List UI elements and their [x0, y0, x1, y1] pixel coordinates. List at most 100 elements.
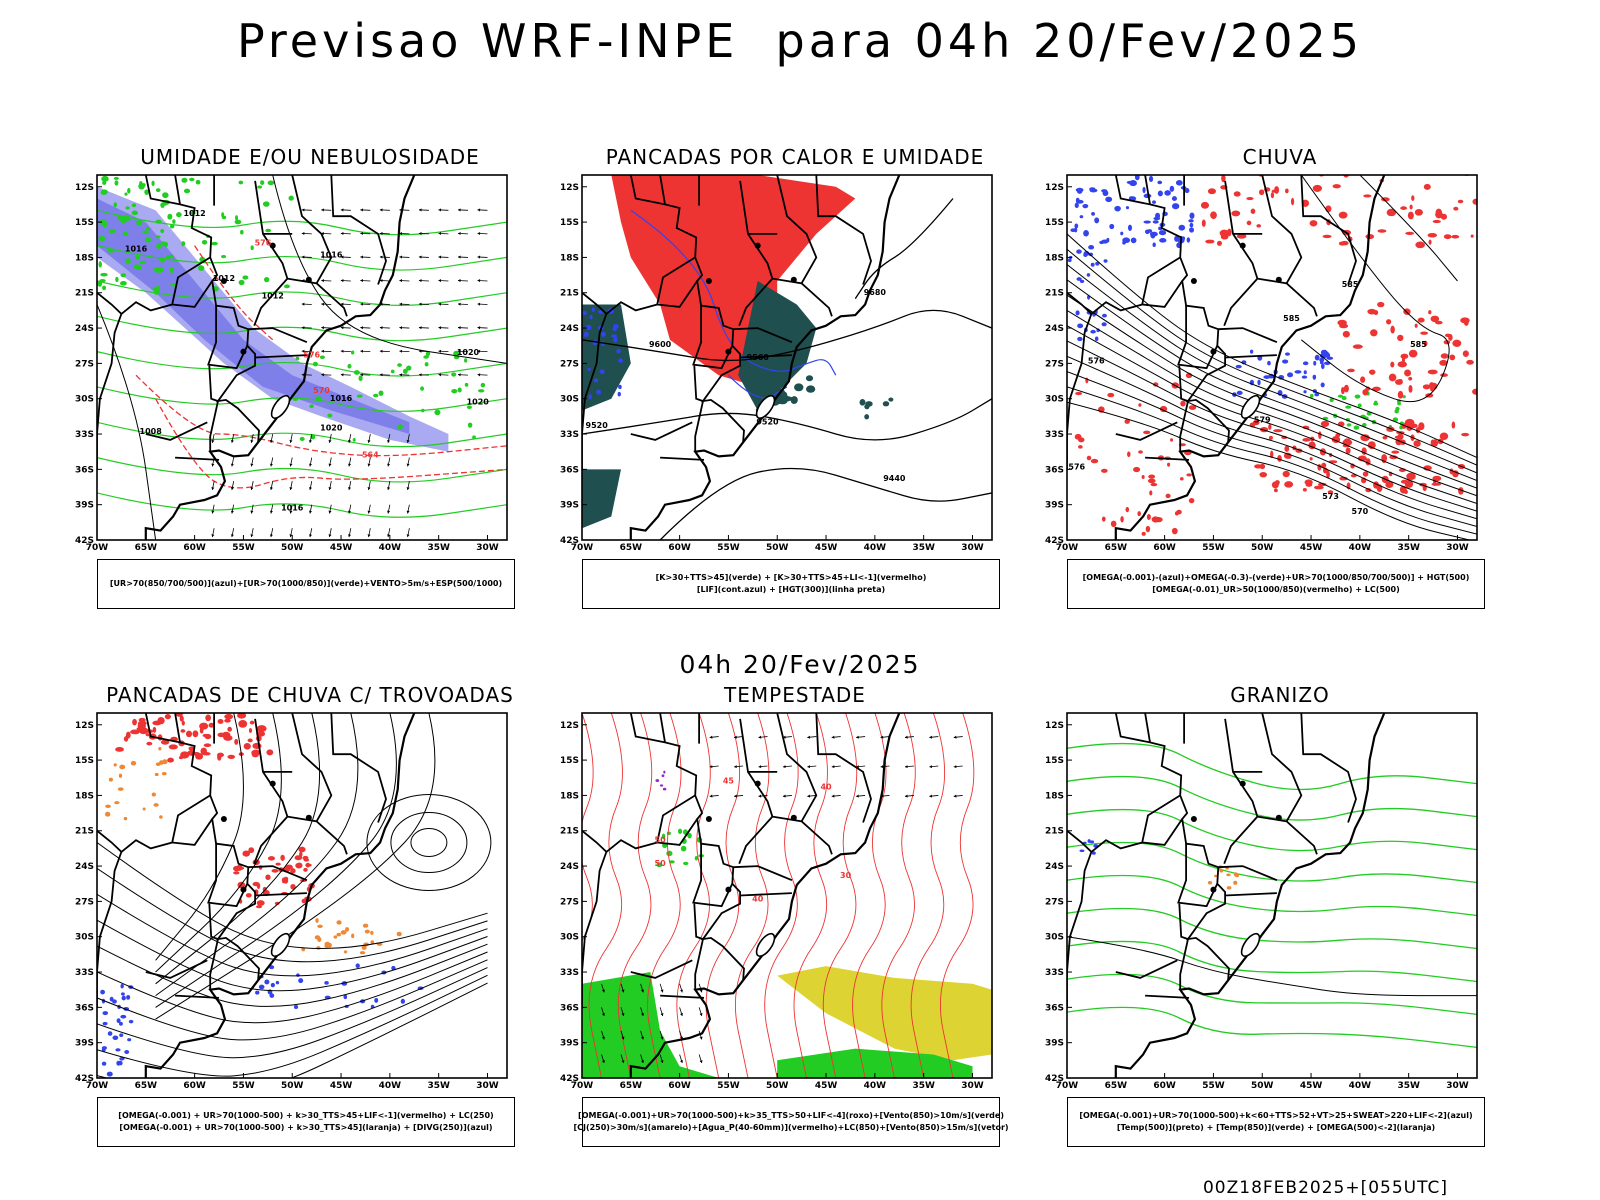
legend-line: [LIF](cont.azul) + [HGT(300)](linha pret… [696, 585, 886, 594]
rain-red [1472, 388, 1477, 395]
omega-blue [1086, 273, 1091, 277]
omega-blue [1169, 185, 1175, 192]
lat-tick-label: 12S [1045, 183, 1064, 193]
lat-tick-label: 36S [75, 465, 94, 475]
rain-red [1423, 465, 1432, 471]
lat-tick-label: 33S [560, 968, 579, 978]
divg-blue [293, 1005, 299, 1009]
streamline [97, 951, 488, 1024]
panel-title: PANCADAS DE CHUVA C/ TROVOADAS [106, 683, 514, 707]
rain-red [1210, 211, 1217, 220]
green-humidity [160, 228, 165, 234]
green-humidity [172, 219, 176, 224]
lat-tick-label: 30S [560, 933, 579, 943]
wind-vector-head [230, 440, 234, 443]
contour-label: 1020 [467, 398, 490, 407]
green-humidity [295, 356, 300, 361]
omega-blue [1074, 202, 1079, 209]
lon-tick-label: 45W [1300, 543, 1323, 553]
storm-orange [324, 941, 330, 947]
storm-orange [370, 930, 374, 935]
rain-red [1086, 455, 1092, 461]
lon-tick-label: 35W [1397, 543, 1420, 553]
lat-tick-label: 27S [560, 897, 579, 907]
wind-vector-head [399, 302, 403, 306]
wind-vector-head [457, 349, 461, 353]
storm-orange [113, 763, 117, 767]
lon-tick-label: 50W [1251, 543, 1274, 553]
storm-orange [117, 787, 124, 791]
severe-purple [655, 779, 660, 783]
contour-label: 1016 [281, 504, 304, 513]
storm-orange [396, 931, 402, 937]
rain-red [1188, 497, 1195, 504]
wind-vector-head [289, 440, 293, 443]
rain-red [1186, 473, 1192, 477]
rain-red [1404, 369, 1412, 377]
omega-blue [1249, 349, 1254, 354]
rain-red [1414, 209, 1423, 216]
wind-vector-head [640, 1013, 644, 1016]
green-humidity [378, 390, 384, 396]
storm-red [266, 749, 274, 756]
green-humidity [288, 195, 294, 201]
green-humidity [350, 350, 355, 355]
divg-blue [275, 980, 280, 985]
political-border [733, 865, 793, 882]
wind-vector-head [782, 765, 786, 769]
political-border [172, 818, 213, 846]
wind-vector-head [438, 231, 442, 236]
lat-tick-label: 36S [1045, 465, 1064, 475]
omega-blue [1171, 196, 1177, 202]
green-humidity [131, 210, 138, 216]
storm-red [227, 754, 236, 759]
contour-label: 9680 [864, 288, 887, 297]
rain-red [1439, 359, 1448, 366]
rain-red [1309, 220, 1318, 227]
wind-vector-head [418, 349, 422, 353]
streamline-loop [390, 812, 468, 874]
divg-blue [264, 979, 270, 985]
rain-red [1149, 490, 1153, 496]
omega-green [1329, 397, 1334, 403]
wind-vector-head [457, 302, 461, 306]
divg-blue [116, 1060, 121, 1066]
storm-red [217, 718, 224, 724]
rain-red [1452, 470, 1459, 478]
lon-tick-label: 40W [379, 543, 402, 553]
omega-orange [1234, 873, 1240, 878]
divg-blue [101, 1046, 107, 1050]
storm-red [297, 862, 303, 867]
green-humidity [235, 215, 239, 221]
storm-red [234, 738, 239, 745]
lif-blue [593, 378, 599, 383]
omega-blue [1236, 390, 1243, 396]
lon-tick-label: 70W [1056, 1081, 1079, 1091]
rain-red [1397, 334, 1404, 342]
rain-red [1428, 310, 1432, 315]
lake [1210, 348, 1217, 355]
storm-orange [114, 801, 120, 805]
legend-box: [OMEGA(-0.001)-(azul)+OMEGA(-0.3)-(verde… [1067, 559, 1485, 609]
political-border [1145, 994, 1190, 999]
rain-red [1120, 516, 1124, 523]
lat-tick-label: 21S [1045, 827, 1064, 837]
storm-red [294, 855, 303, 861]
political-border [1218, 327, 1278, 344]
wind-vector-head [399, 349, 403, 353]
wind-vector-head [457, 255, 461, 259]
wind-vector-head [301, 302, 305, 306]
green-humidity [467, 422, 473, 428]
rain-red [1110, 520, 1117, 528]
rain-red [1400, 353, 1409, 359]
rain-red [1457, 199, 1464, 204]
political-border [693, 365, 705, 452]
political-border [1178, 365, 1190, 452]
storm-orange [361, 945, 367, 950]
green-humidity [176, 212, 182, 218]
wind-vector-head [250, 463, 254, 467]
storm-red [185, 730, 193, 738]
green-humidity [238, 180, 244, 185]
wind-vector-head [418, 279, 422, 283]
storm-orange [317, 937, 322, 943]
